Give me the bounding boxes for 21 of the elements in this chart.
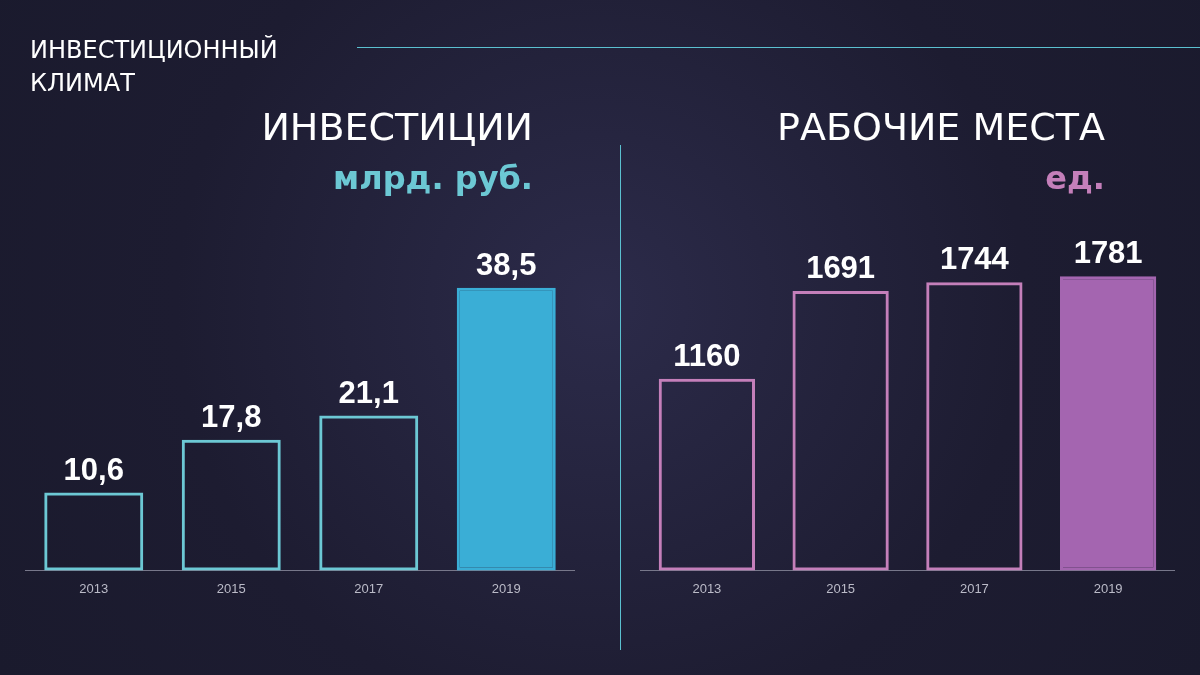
data-label: 1744 [939,241,1010,277]
data-label: 38,5 [476,246,537,282]
x-tick-label: 2015 [826,580,856,596]
x-tick-label: 2013 [692,580,722,596]
x-tick-label: 2019 [491,580,521,596]
data-label: 17,8 [201,398,262,434]
x-tick-label: 2017 [959,580,989,596]
x-tick-label: 2019 [1093,580,1123,596]
data-label: 1691 [806,250,876,286]
x-tick-label: 2017 [354,580,384,596]
chart-subtitle: млрд. руб. [333,159,533,197]
chart-subtitle: ед. [1045,159,1105,197]
data-label: 1160 [673,337,741,373]
text: ИНВЕСТИЦИОННЫЙ КЛИМАТ [30,34,279,99]
data-label: 1781 [1073,235,1143,271]
chart-title: ИНВЕСТИЦИИ [261,105,533,149]
x-tick-label: 2013 [79,580,109,596]
data-label: 10,6 [63,451,124,487]
data-label: 21,1 [338,374,399,410]
x-tick-label: 2015 [216,580,246,596]
chart-title: РАБОЧИЕ МЕСТА [777,105,1105,149]
